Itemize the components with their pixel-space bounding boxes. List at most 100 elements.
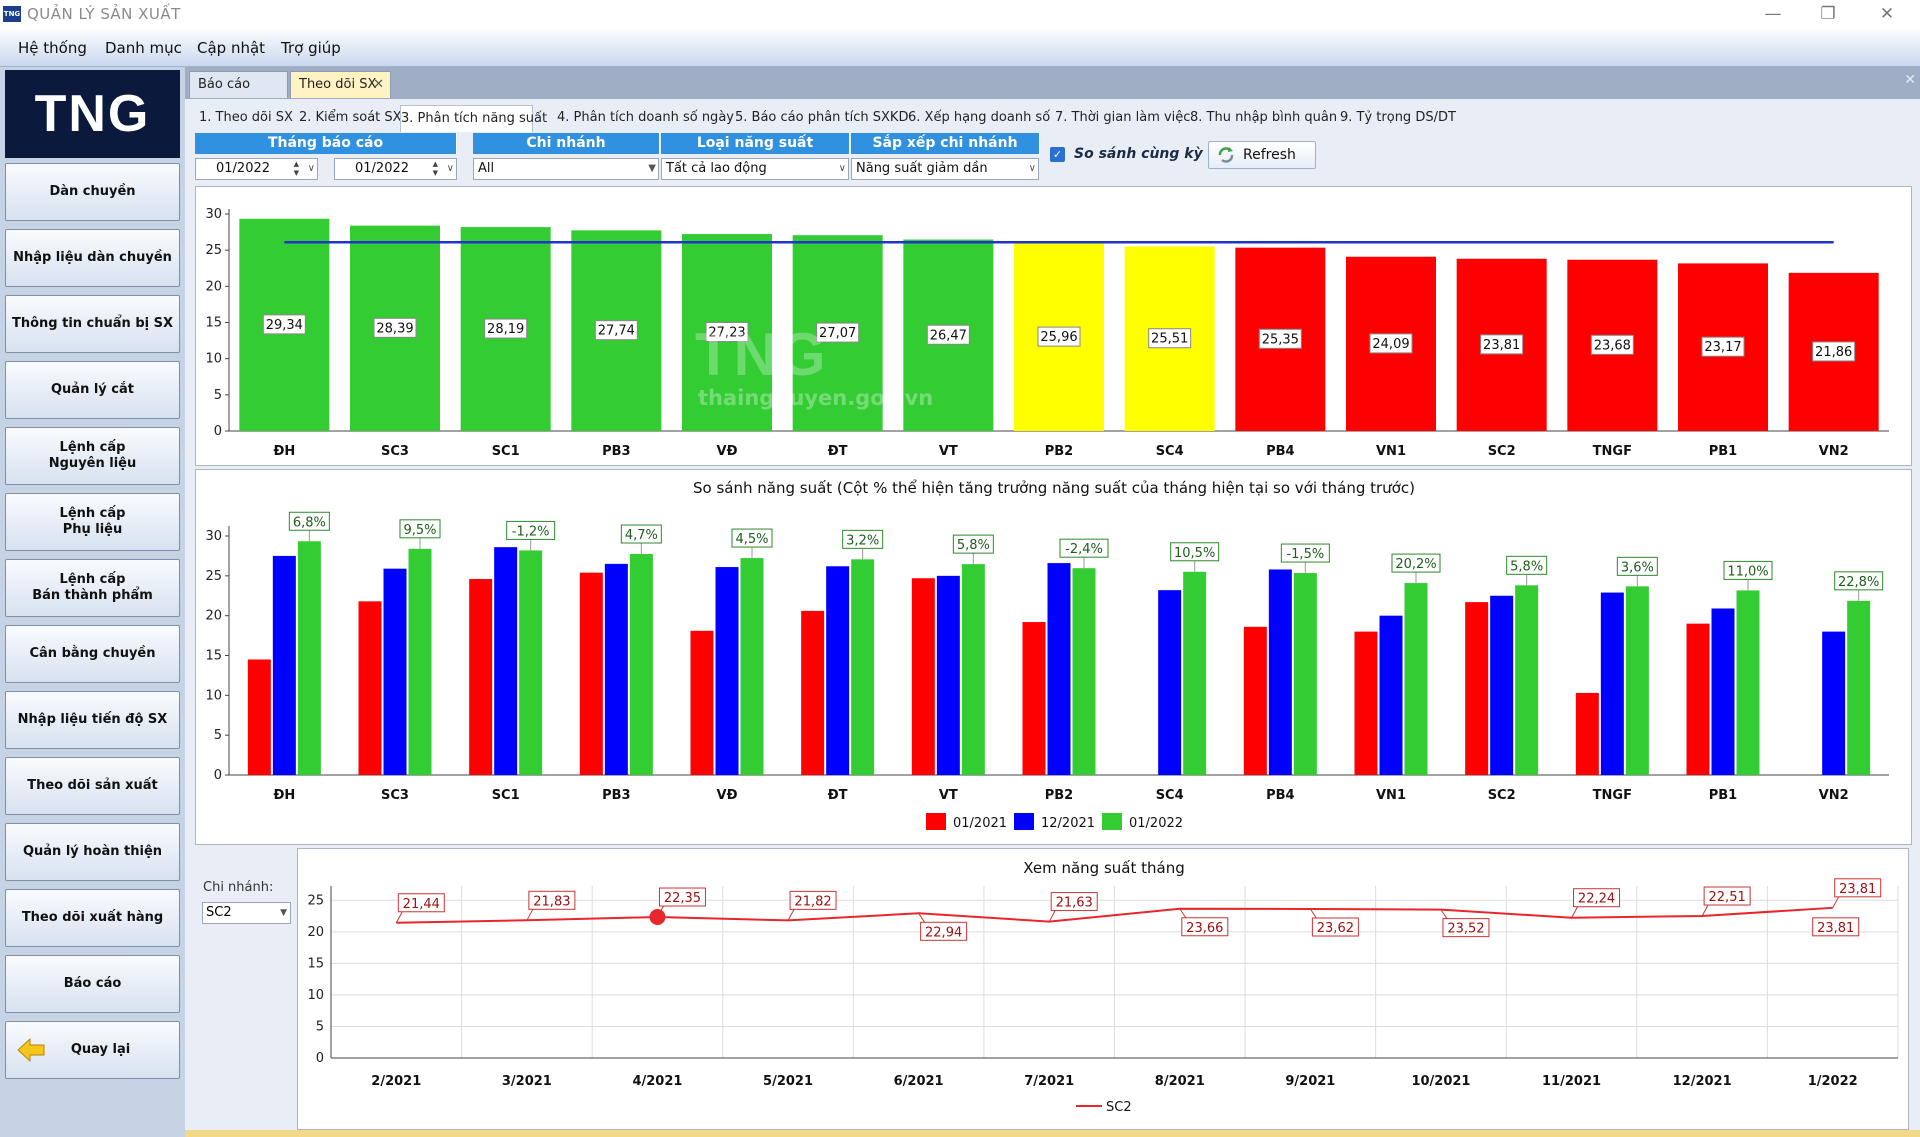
x-tick-label: PB3 bbox=[602, 444, 630, 459]
bar bbox=[579, 572, 603, 775]
x-tick-label: SC2 bbox=[1488, 788, 1516, 803]
tab-phan-tich-nang-suat[interactable]: 3. Phân tích năng suất bbox=[400, 105, 547, 132]
bar bbox=[272, 555, 296, 775]
minimize-button[interactable]: — bbox=[1764, 4, 1782, 24]
sidebar-item-quan-ly-cat[interactable]: Quản lý cắt bbox=[5, 361, 180, 419]
point-label-box bbox=[1442, 918, 1490, 938]
branch-select[interactable]: All ▼ bbox=[473, 158, 659, 180]
growth-label: 11,0% bbox=[1727, 564, 1768, 579]
spin-icon[interactable]: ▲ ▼ bbox=[432, 160, 438, 177]
y-tick-label: 25 bbox=[205, 569, 222, 584]
productivity-type-select[interactable]: Tất cả lao động ∨ bbox=[661, 158, 849, 180]
restore-button[interactable]: ❐ bbox=[1820, 4, 1836, 24]
dropdown-arrow-icon[interactable]: ▼ bbox=[648, 163, 656, 174]
bar bbox=[1515, 585, 1539, 775]
compare-checkbox[interactable]: ✓ bbox=[1050, 147, 1065, 162]
data-label: 23,81 bbox=[1483, 338, 1520, 353]
chevron-down-icon[interactable]: ∨ bbox=[307, 163, 315, 174]
point-label-connector bbox=[1309, 908, 1317, 919]
legend-label: 12/2021 bbox=[1041, 816, 1095, 831]
tab-thoi-gian-lam-viec[interactable]: 7. Thời gian làm việc bbox=[1055, 110, 1191, 125]
point-label-connector bbox=[1571, 906, 1578, 918]
x-tick-label: VT bbox=[939, 444, 958, 459]
sidebar-item-bao-cao[interactable]: Báo cáo bbox=[5, 955, 180, 1013]
bar bbox=[1575, 692, 1599, 775]
data-label-box bbox=[594, 320, 638, 341]
sidebar-item-lenh-cap-nguyen-lieu[interactable]: Lệnh cấp Nguyên liệu bbox=[5, 427, 180, 485]
menu-he-thong[interactable]: Hệ thống bbox=[18, 39, 87, 57]
tab-theo-doi-sx-1[interactable]: 1. Theo dõi SX bbox=[199, 110, 293, 125]
data-label: 27,74 bbox=[598, 324, 635, 339]
data-label-box bbox=[1037, 326, 1081, 347]
sidebar-item-lenh-cap-ban-thanh-pham[interactable]: Lệnh cấp Bán thành phẩm bbox=[5, 559, 180, 617]
sidebar-item-label: Quản lý cắt bbox=[50, 382, 134, 397]
point-label-connector bbox=[1440, 909, 1448, 919]
refresh-label: Refresh bbox=[1243, 147, 1296, 163]
sidebar-item-theo-doi-xuat-hang[interactable]: Theo dõi xuất hàng bbox=[5, 889, 180, 947]
chevron-down-icon[interactable]: ∨ bbox=[1028, 163, 1036, 174]
sidebar-item-quan-ly-hoan-thien[interactable]: Quản lý hoàn thiện bbox=[5, 823, 180, 881]
tab-bao-cao-phan-tich-sxkd[interactable]: 5. Báo cáo phân tích SXKD bbox=[735, 110, 909, 125]
menu-danh-muc[interactable]: Danh mục bbox=[105, 39, 182, 57]
data-label-box bbox=[1369, 333, 1413, 354]
sidebar-item-theo-doi-san-xuat[interactable]: Theo dõi sản xuất bbox=[5, 757, 180, 815]
close-window-button[interactable]: ✕ bbox=[1879, 4, 1895, 24]
chevron-down-icon[interactable]: ∨ bbox=[838, 163, 846, 174]
x-tick-label: SC4 bbox=[1156, 788, 1184, 803]
dropdown-arrow-icon[interactable]: ▼ bbox=[280, 908, 287, 918]
x-tick-label: 2/2021 bbox=[371, 1074, 421, 1089]
bar bbox=[469, 579, 493, 775]
line-branch-value: SC2 bbox=[206, 905, 232, 920]
x-tick-label: ĐT bbox=[828, 788, 848, 803]
close-tab-icon[interactable]: ✕ bbox=[373, 77, 384, 92]
bar bbox=[1711, 608, 1735, 775]
tab-thu-nhap-binh-quan[interactable]: 8. Thu nhập bình quân bbox=[1190, 110, 1338, 125]
bar bbox=[690, 630, 714, 775]
spin-icon[interactable]: ▲ ▼ bbox=[293, 160, 299, 177]
x-tick-label: PB1 bbox=[1709, 788, 1737, 803]
to-month-input[interactable]: 01/2022 ▲ ▼ ∨ bbox=[334, 158, 457, 180]
x-tick-label: PB1 bbox=[1709, 444, 1737, 459]
line-branch-select[interactable]: SC2 ▼ bbox=[202, 902, 291, 924]
data-label-box bbox=[816, 322, 860, 343]
from-month-input[interactable]: 01/2022 ▲ ▼ ∨ bbox=[195, 158, 318, 180]
refresh-button[interactable]: Refresh bbox=[1208, 141, 1316, 169]
tab-kiem-soat-sx[interactable]: 2. Kiểm soát SX bbox=[299, 110, 402, 125]
point-label-box bbox=[789, 890, 837, 910]
sidebar-item-label: Lệnh cấp Phụ liệu bbox=[59, 506, 126, 537]
tab-xep-hang-doanh-so[interactable]: 6. Xếp hạng doanh số bbox=[908, 110, 1051, 125]
sort-select[interactable]: Năng suất giảm dần ∨ bbox=[851, 158, 1039, 180]
menu-cap-nhat[interactable]: Cập nhật bbox=[197, 39, 266, 57]
point-label-connector bbox=[526, 909, 534, 921]
sidebar-item-can-bang-chuyen[interactable]: Cân bằng chuyền bbox=[5, 625, 180, 683]
menu-tro-giup[interactable]: Trợ giúp bbox=[281, 39, 341, 57]
y-tick-label: 15 bbox=[205, 316, 222, 331]
app-icon: TNG bbox=[3, 6, 21, 22]
sidebar-item-label: Cân bằng chuyền bbox=[29, 646, 156, 661]
bar bbox=[911, 578, 935, 775]
data-label-box bbox=[373, 317, 417, 338]
sidebar-item-lenh-cap-phu-lieu[interactable]: Lệnh cấp Phụ liệu bbox=[5, 493, 180, 551]
legend-swatch bbox=[1102, 813, 1122, 830]
tab-bao-cao-cbc[interactable]: Báo cáo CBC bbox=[189, 71, 288, 117]
sidebar-item-label: Nhập liệu dàn chuyền bbox=[13, 250, 172, 265]
sidebar-item-thong-tin-chuan-bi[interactable]: Thông tin chuẩn bị SX bbox=[5, 295, 180, 353]
data-label: 27,23 bbox=[708, 326, 745, 341]
point-label-box bbox=[1703, 886, 1751, 906]
tab-ty-trong-ds-dt[interactable]: 9. Tỷ trọng DS/DT bbox=[1340, 110, 1456, 125]
chevron-down-icon[interactable]: ∨ bbox=[446, 163, 454, 174]
tab-phan-tich-doanh-so-ngay[interactable]: 4. Phân tích doanh số ngày bbox=[557, 110, 734, 125]
compare-label: So sánh cùng kỳ bbox=[1074, 146, 1203, 162]
tab-theo-doi-sx[interactable]: Theo dõi SX ✕ bbox=[290, 71, 391, 98]
point-label-connector bbox=[1701, 904, 1709, 917]
branch-select-value: All bbox=[478, 161, 495, 176]
back-button[interactable]: Quay lại bbox=[5, 1021, 180, 1079]
data-label-box bbox=[484, 318, 528, 339]
sidebar-item-nhap-lieu-dan-chuyen[interactable]: Nhập liệu dàn chuyền bbox=[5, 229, 180, 287]
x-tick-label: ĐH bbox=[273, 788, 295, 803]
sidebar-item-nhap-lieu-tien-do[interactable]: Nhập liệu tiến độ SX bbox=[5, 691, 180, 749]
data-label: 24,09 bbox=[1372, 337, 1409, 352]
sidebar-item-dan-chuyen[interactable]: Dàn chuyền bbox=[5, 163, 180, 221]
productivity-chart: 0 5 10 15 20 25 30 29,34 ĐH 28,39 SC3 28,19 SC1 27,74… bbox=[205, 207, 1889, 459]
close-all-icon[interactable]: ✕ bbox=[1904, 72, 1916, 88]
